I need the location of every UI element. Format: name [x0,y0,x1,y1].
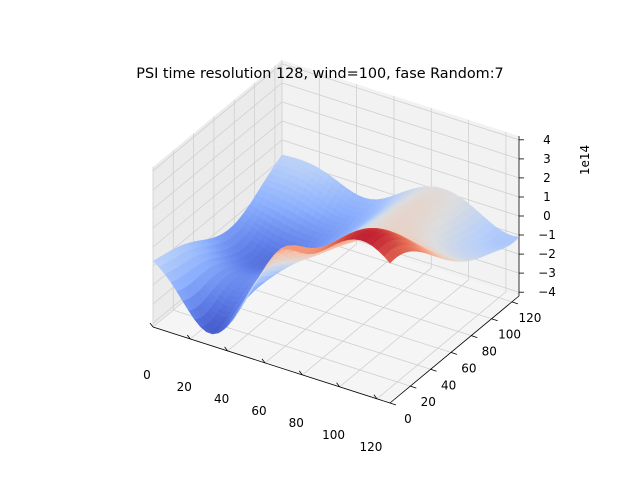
x-tick-label: 60 [251,404,266,418]
x-grid-floor [227,243,357,352]
tick-mark [186,334,191,340]
tick-mark [149,322,154,328]
x-grid-floor [376,291,507,400]
x-tick-label: 0 [143,368,151,382]
z-offset-label: 1e14 [578,145,592,175]
z-tick-label: −4 [538,285,556,299]
y-tick-label: 20 [421,395,436,409]
z-tick-label: 2 [543,171,551,185]
tick-mark [410,385,417,389]
z-grid-left [152,139,283,248]
tick-mark [450,352,458,355]
z-grid-left [152,82,283,191]
tick-mark [224,346,228,352]
z-grid-back [281,139,520,217]
z-tick-label: 1 [543,190,551,204]
z-grid-left [152,120,283,229]
x-grid-floor [339,279,469,388]
chart-title: PSI time resolution 128, wind=100, fase … [136,66,503,82]
z-tick-label: −2 [538,247,556,261]
z-tick-label: 4 [543,133,551,147]
x-tick-label: 100 [322,428,345,442]
tick-mark [298,370,303,376]
z-tick-label: 3 [543,152,551,166]
tick-mark [430,368,437,372]
tick-mark [511,301,519,305]
y-tick-label: 80 [482,345,497,359]
tick-labels: 020406080100120020406080100120−4−3−2−101… [143,133,556,454]
z-tick-label: −1 [538,228,556,242]
x-grid-floor [302,267,432,376]
x-tick-label: 80 [289,416,304,430]
z-grid-left [152,101,283,210]
y-axis-line [389,295,520,404]
z-grid-back [281,101,520,179]
z-grid-left [152,63,283,172]
z-grid-back [281,63,520,141]
z-grid-back [281,120,520,198]
tick-mark [261,358,266,364]
y-tick-label: 40 [441,378,456,392]
y-tick-label: 0 [404,412,412,426]
x-axis-line [152,326,391,404]
tick-mark [373,394,378,400]
y-tick-label: 120 [518,311,541,325]
x-tick-label: 20 [177,380,192,394]
z-tick-label: 0 [543,209,551,223]
y-tick-label: 60 [461,361,476,375]
surface-patch [383,252,394,264]
x-grid-floor [264,255,395,364]
z-grid-back [281,82,520,160]
tick-mark [336,382,340,388]
x-tick-label: 40 [214,392,229,406]
x-tick-label: 120 [359,440,382,454]
tick-mark [389,402,397,406]
surface-plot [152,154,520,335]
tick-mark [471,335,478,338]
z-tick-label: −3 [538,266,556,280]
tick-mark [491,318,498,322]
y-tick-label: 100 [498,328,521,342]
z-grid-left [152,158,283,267]
